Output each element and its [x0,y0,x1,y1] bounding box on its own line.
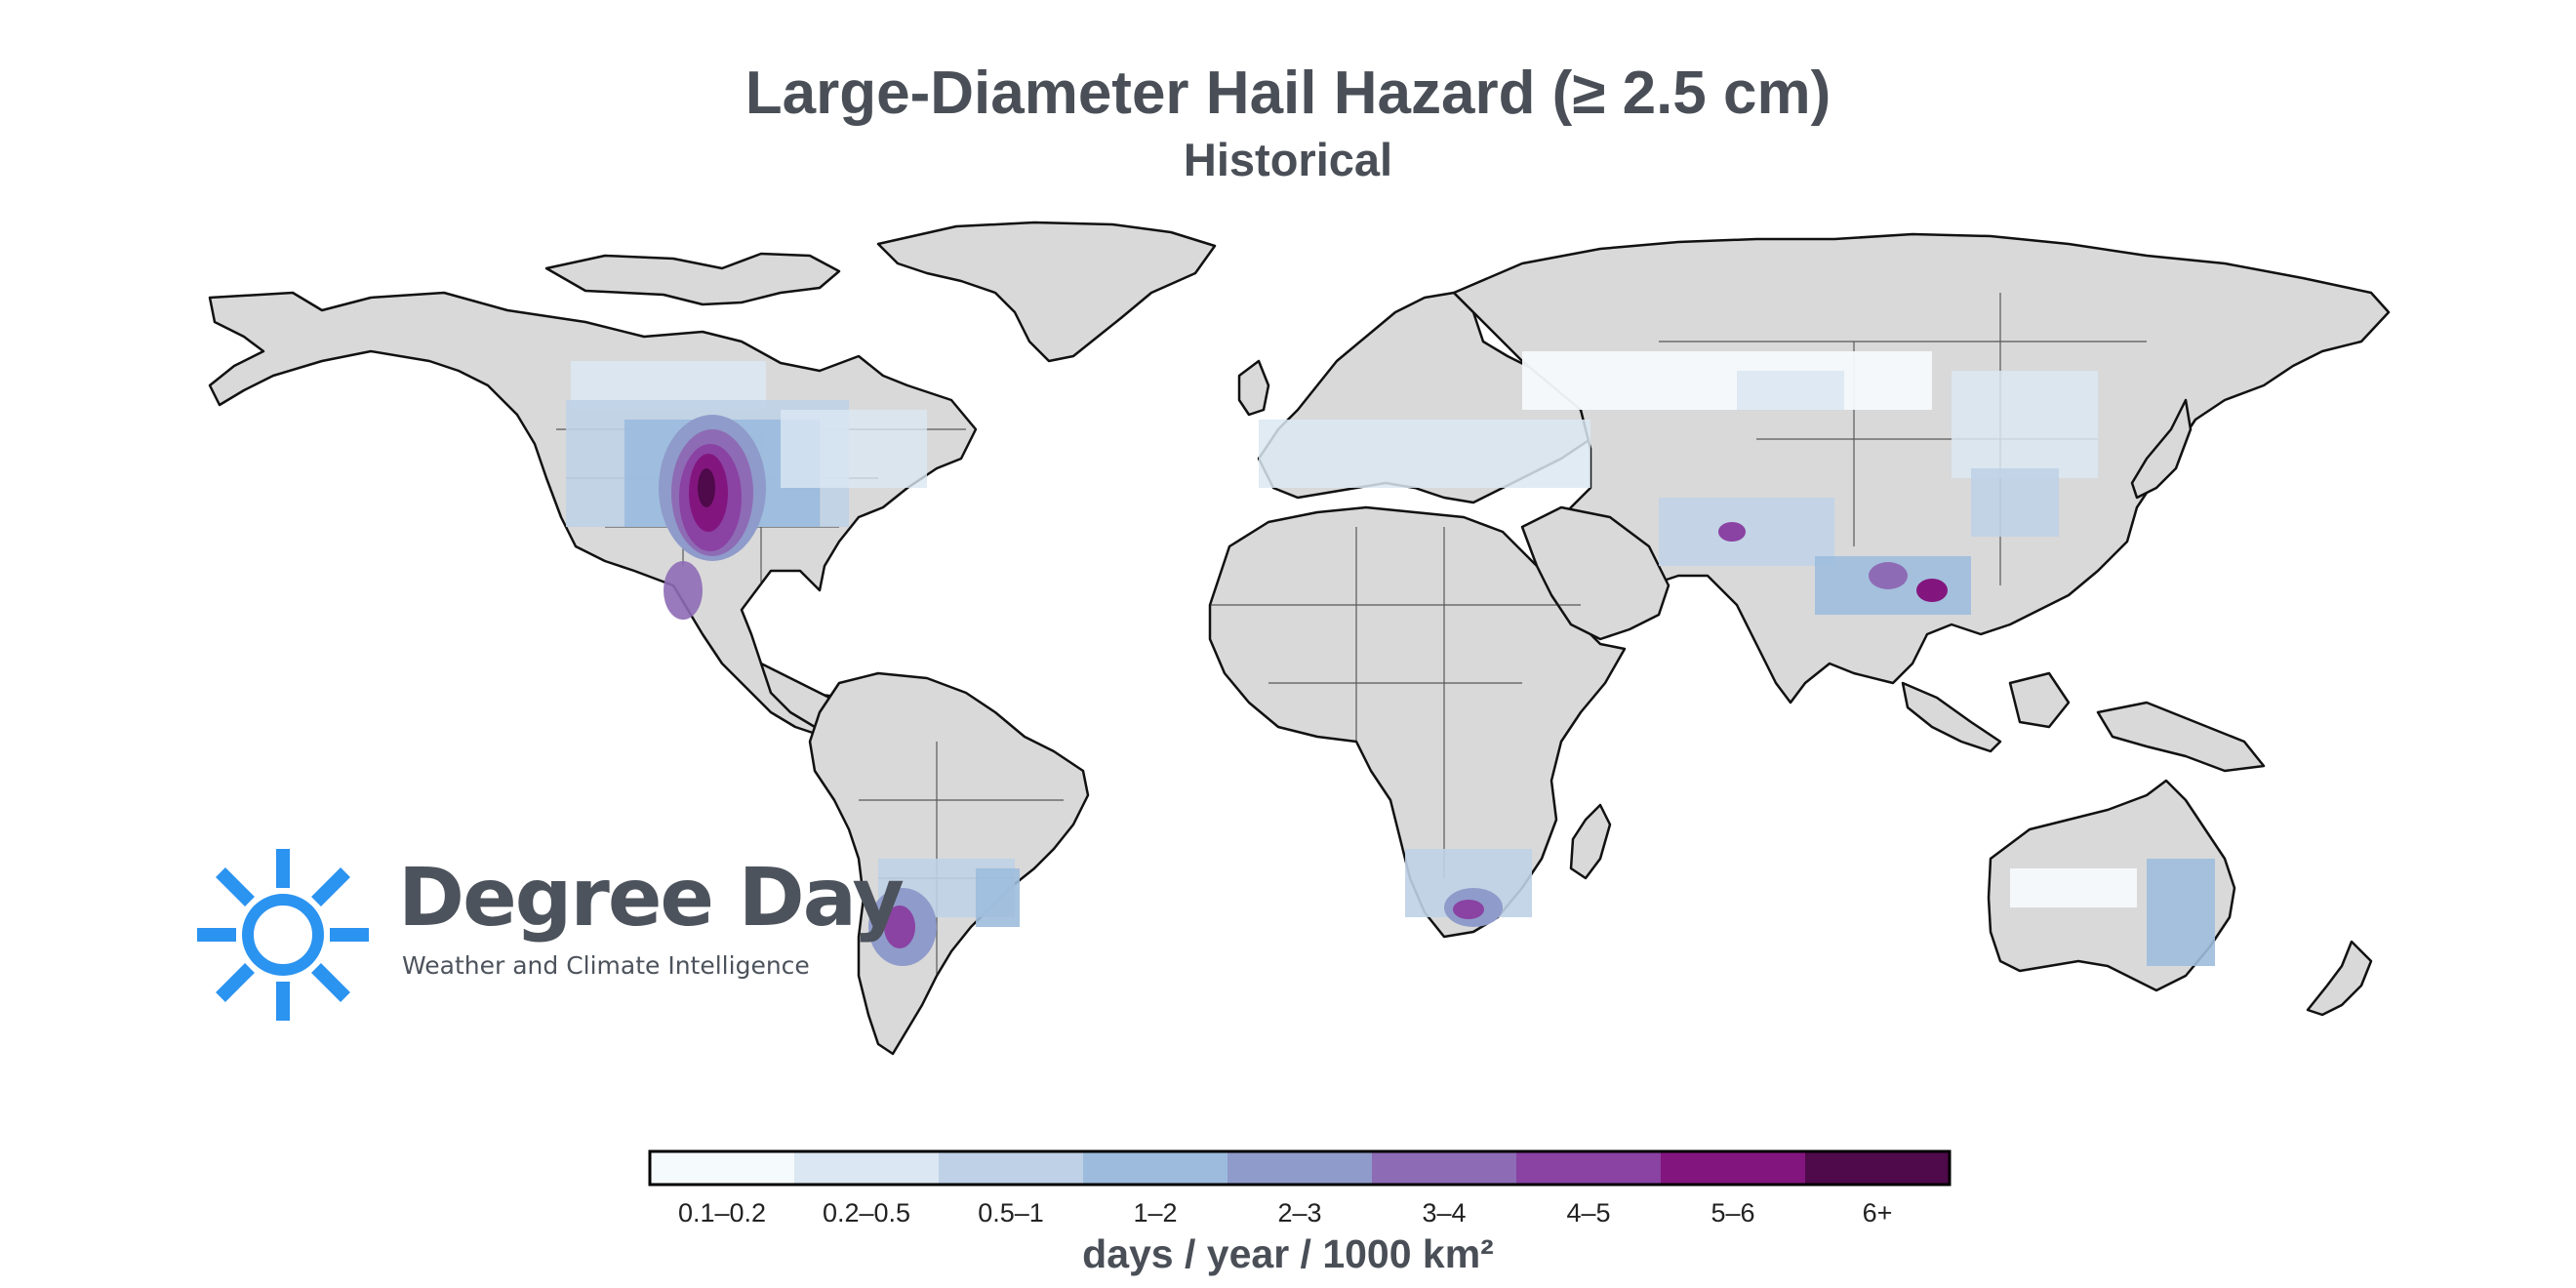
hail-hazard-overlay [566,351,2215,966]
arabian-peninsula-landmass [1520,505,1670,641]
legend-tick-label: 5–6 [1711,1198,1755,1228]
legend-colorbar [648,1149,1952,1187]
japan-landmass [2130,398,2193,500]
hazard-cell [1259,420,1590,488]
legend-swatch [1083,1151,1228,1185]
hazard-cell [1869,562,1908,589]
hazard-cell [781,410,927,488]
madagascar-landmass [1569,803,1612,880]
legend-swatch [1516,1151,1662,1185]
logo-tagline: Weather and Climate Intelligence [402,951,810,980]
legend-swatch [1805,1151,1951,1185]
legend-swatch [1228,1151,1373,1185]
hazard-cell [1737,371,1844,410]
arctic-islands-landmass [544,252,841,306]
hazard-cell [664,561,703,620]
map-subtitle: Historical [1183,134,1393,185]
hazard-cell [698,468,715,507]
legend-tick-label: 0.1–0.2 [677,1198,767,1228]
legend-tick-label: 6+ [1862,1198,1893,1228]
hazard-cell [1971,468,2059,537]
hazard-cell [1522,351,1932,410]
legend-swatch [650,1151,795,1185]
british-isles-landmass [1237,359,1270,417]
logo-wordmark: Degree Day [398,852,905,945]
greenland-landmass [876,221,1217,363]
africa-landmass [1208,505,1627,939]
hazard-cell [1659,498,1834,566]
legend-border [648,1149,1952,1187]
sun-logo-icon [197,849,369,1021]
legend-swatch [1661,1151,1806,1185]
hazard-cell [1718,522,1746,542]
legend-tick-label: 3–4 [1422,1198,1467,1228]
hazard-cell [2147,859,2215,966]
new-zealand-landmass [2306,940,2373,1017]
indonesia-islands [1901,671,2266,773]
legend-tick-label: 0.2–0.5 [822,1198,911,1228]
hazard-cell [1916,579,1948,602]
map-title: Large-Diameter Hail Hazard (≥ 2.5 cm) [745,60,1831,127]
hazard-cell [1952,371,2098,478]
legend-tick-label: 2–3 [1277,1198,1322,1228]
legend-swatch [794,1151,940,1185]
legend-unit-label: days / year / 1000 km² [1082,1231,1494,1276]
legend-tick-label: 1–2 [1133,1198,1178,1228]
legend-swatch [1372,1151,1517,1185]
hazard-cell [1453,900,1484,919]
hazard-cell [884,906,915,948]
legend-tick-label: 4–5 [1566,1198,1611,1228]
hazard-cell [976,868,1020,927]
legend-swatch [939,1151,1084,1185]
hazard-cell [2010,868,2137,907]
legend-tick-label: 0.5–1 [978,1198,1044,1228]
